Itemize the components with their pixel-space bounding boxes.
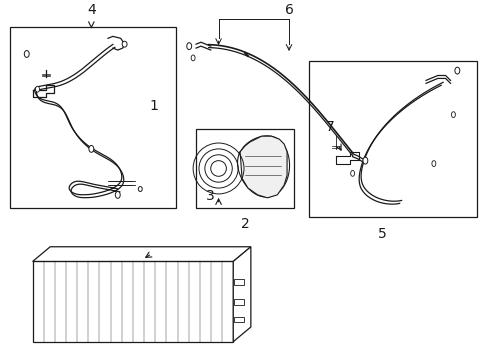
Ellipse shape (36, 86, 40, 92)
Ellipse shape (24, 50, 29, 57)
Polygon shape (233, 247, 250, 342)
Text: 1: 1 (149, 99, 158, 113)
Ellipse shape (89, 145, 94, 152)
Ellipse shape (454, 67, 459, 74)
Polygon shape (240, 136, 286, 198)
Ellipse shape (450, 112, 454, 118)
Text: 4: 4 (87, 3, 96, 17)
Bar (234, 317, 244, 322)
Bar (234, 299, 244, 305)
Text: 7: 7 (325, 120, 334, 134)
Ellipse shape (186, 43, 191, 50)
Text: 2: 2 (240, 217, 249, 231)
Polygon shape (33, 247, 250, 261)
Ellipse shape (362, 157, 367, 164)
Bar (10, 27, 176, 208)
Bar (308, 61, 476, 217)
Ellipse shape (115, 192, 120, 198)
Text: 6: 6 (284, 3, 293, 17)
Ellipse shape (122, 41, 127, 47)
Bar (33, 261, 233, 342)
Ellipse shape (138, 186, 142, 192)
Bar (196, 129, 293, 208)
Bar (234, 279, 244, 285)
Text: 3: 3 (206, 189, 215, 203)
Ellipse shape (350, 170, 354, 176)
Ellipse shape (431, 161, 435, 167)
Text: 5: 5 (377, 227, 386, 241)
Ellipse shape (191, 55, 195, 61)
